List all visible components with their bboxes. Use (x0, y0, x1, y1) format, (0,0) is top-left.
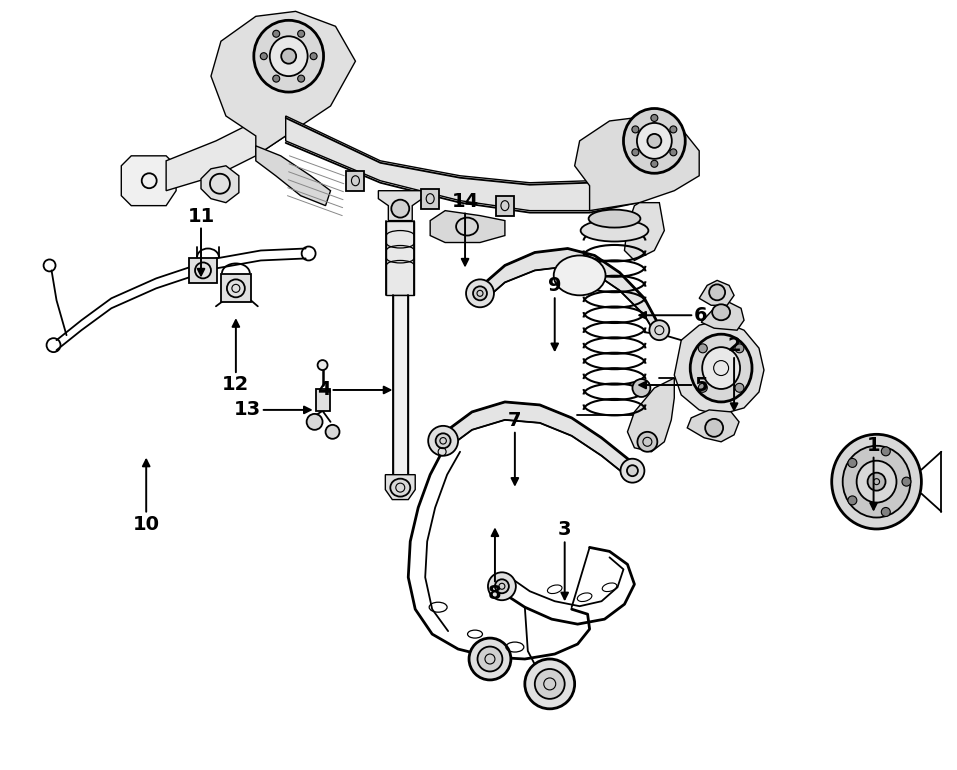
Text: 4: 4 (317, 380, 330, 400)
Bar (346, 171, 365, 191)
Bar (496, 196, 514, 216)
Polygon shape (286, 116, 639, 211)
Ellipse shape (623, 109, 685, 173)
Bar (221, 274, 251, 303)
Polygon shape (378, 191, 422, 220)
Ellipse shape (495, 579, 509, 593)
Polygon shape (431, 211, 505, 243)
Polygon shape (482, 249, 657, 337)
Ellipse shape (581, 219, 649, 242)
Text: 8: 8 (488, 584, 501, 603)
Text: 5: 5 (694, 376, 708, 394)
Ellipse shape (473, 286, 487, 300)
Polygon shape (201, 166, 239, 203)
Polygon shape (700, 280, 734, 305)
Ellipse shape (901, 477, 911, 486)
Polygon shape (625, 203, 664, 260)
Ellipse shape (647, 134, 661, 148)
Text: 2: 2 (727, 336, 741, 355)
Text: 7: 7 (508, 411, 522, 430)
Ellipse shape (637, 432, 657, 452)
Ellipse shape (881, 447, 890, 456)
Ellipse shape (390, 479, 411, 497)
Ellipse shape (705, 419, 723, 437)
Ellipse shape (670, 149, 677, 156)
Ellipse shape (281, 49, 296, 64)
Ellipse shape (712, 304, 730, 320)
Text: 12: 12 (222, 375, 250, 394)
Polygon shape (256, 146, 330, 206)
Ellipse shape (524, 659, 574, 709)
Polygon shape (445, 402, 632, 480)
Text: 13: 13 (234, 400, 261, 420)
Ellipse shape (535, 669, 565, 699)
Ellipse shape (702, 347, 740, 389)
Ellipse shape (699, 383, 707, 392)
Polygon shape (574, 116, 700, 211)
Ellipse shape (632, 126, 639, 133)
Ellipse shape (589, 209, 640, 228)
Ellipse shape (298, 30, 304, 37)
Ellipse shape (848, 458, 857, 467)
Ellipse shape (735, 344, 744, 353)
Ellipse shape (270, 36, 307, 76)
Ellipse shape (709, 284, 725, 300)
Polygon shape (211, 12, 355, 156)
Text: 14: 14 (452, 192, 478, 211)
Polygon shape (387, 220, 414, 296)
Ellipse shape (843, 446, 910, 517)
Ellipse shape (650, 320, 669, 340)
Ellipse shape (881, 507, 890, 517)
Ellipse shape (868, 473, 885, 490)
Text: 6: 6 (694, 306, 708, 325)
Ellipse shape (651, 115, 657, 122)
Ellipse shape (254, 20, 323, 92)
Ellipse shape (699, 344, 707, 353)
Polygon shape (386, 474, 415, 500)
Ellipse shape (325, 425, 340, 439)
Ellipse shape (273, 30, 279, 37)
Text: 10: 10 (133, 514, 160, 534)
Ellipse shape (627, 465, 638, 476)
Polygon shape (675, 320, 764, 415)
Ellipse shape (428, 426, 458, 456)
Ellipse shape (832, 434, 922, 529)
Bar (189, 258, 217, 283)
Text: 1: 1 (867, 436, 880, 455)
Ellipse shape (632, 149, 639, 156)
Polygon shape (392, 296, 408, 474)
Text: 9: 9 (548, 276, 562, 296)
Polygon shape (701, 303, 744, 330)
Text: 3: 3 (558, 521, 571, 540)
Ellipse shape (857, 460, 897, 503)
Polygon shape (687, 410, 739, 442)
Ellipse shape (478, 647, 502, 671)
Ellipse shape (554, 256, 606, 296)
Bar (421, 189, 439, 209)
Ellipse shape (391, 199, 410, 218)
Ellipse shape (260, 52, 267, 60)
Polygon shape (167, 106, 286, 191)
Polygon shape (628, 378, 675, 452)
Ellipse shape (670, 126, 677, 133)
Ellipse shape (633, 379, 651, 397)
Ellipse shape (620, 459, 644, 483)
Ellipse shape (298, 75, 304, 82)
Ellipse shape (651, 160, 657, 167)
Ellipse shape (735, 383, 744, 392)
Ellipse shape (306, 414, 323, 430)
Ellipse shape (848, 496, 857, 505)
Ellipse shape (469, 638, 511, 680)
Ellipse shape (273, 75, 279, 82)
Ellipse shape (466, 280, 494, 307)
Polygon shape (122, 156, 176, 206)
Text: 11: 11 (188, 206, 214, 226)
Ellipse shape (637, 123, 672, 159)
Ellipse shape (435, 434, 451, 448)
Ellipse shape (690, 334, 752, 402)
Bar (316, 389, 329, 411)
Ellipse shape (310, 52, 317, 60)
Ellipse shape (488, 572, 516, 601)
Ellipse shape (318, 360, 327, 370)
